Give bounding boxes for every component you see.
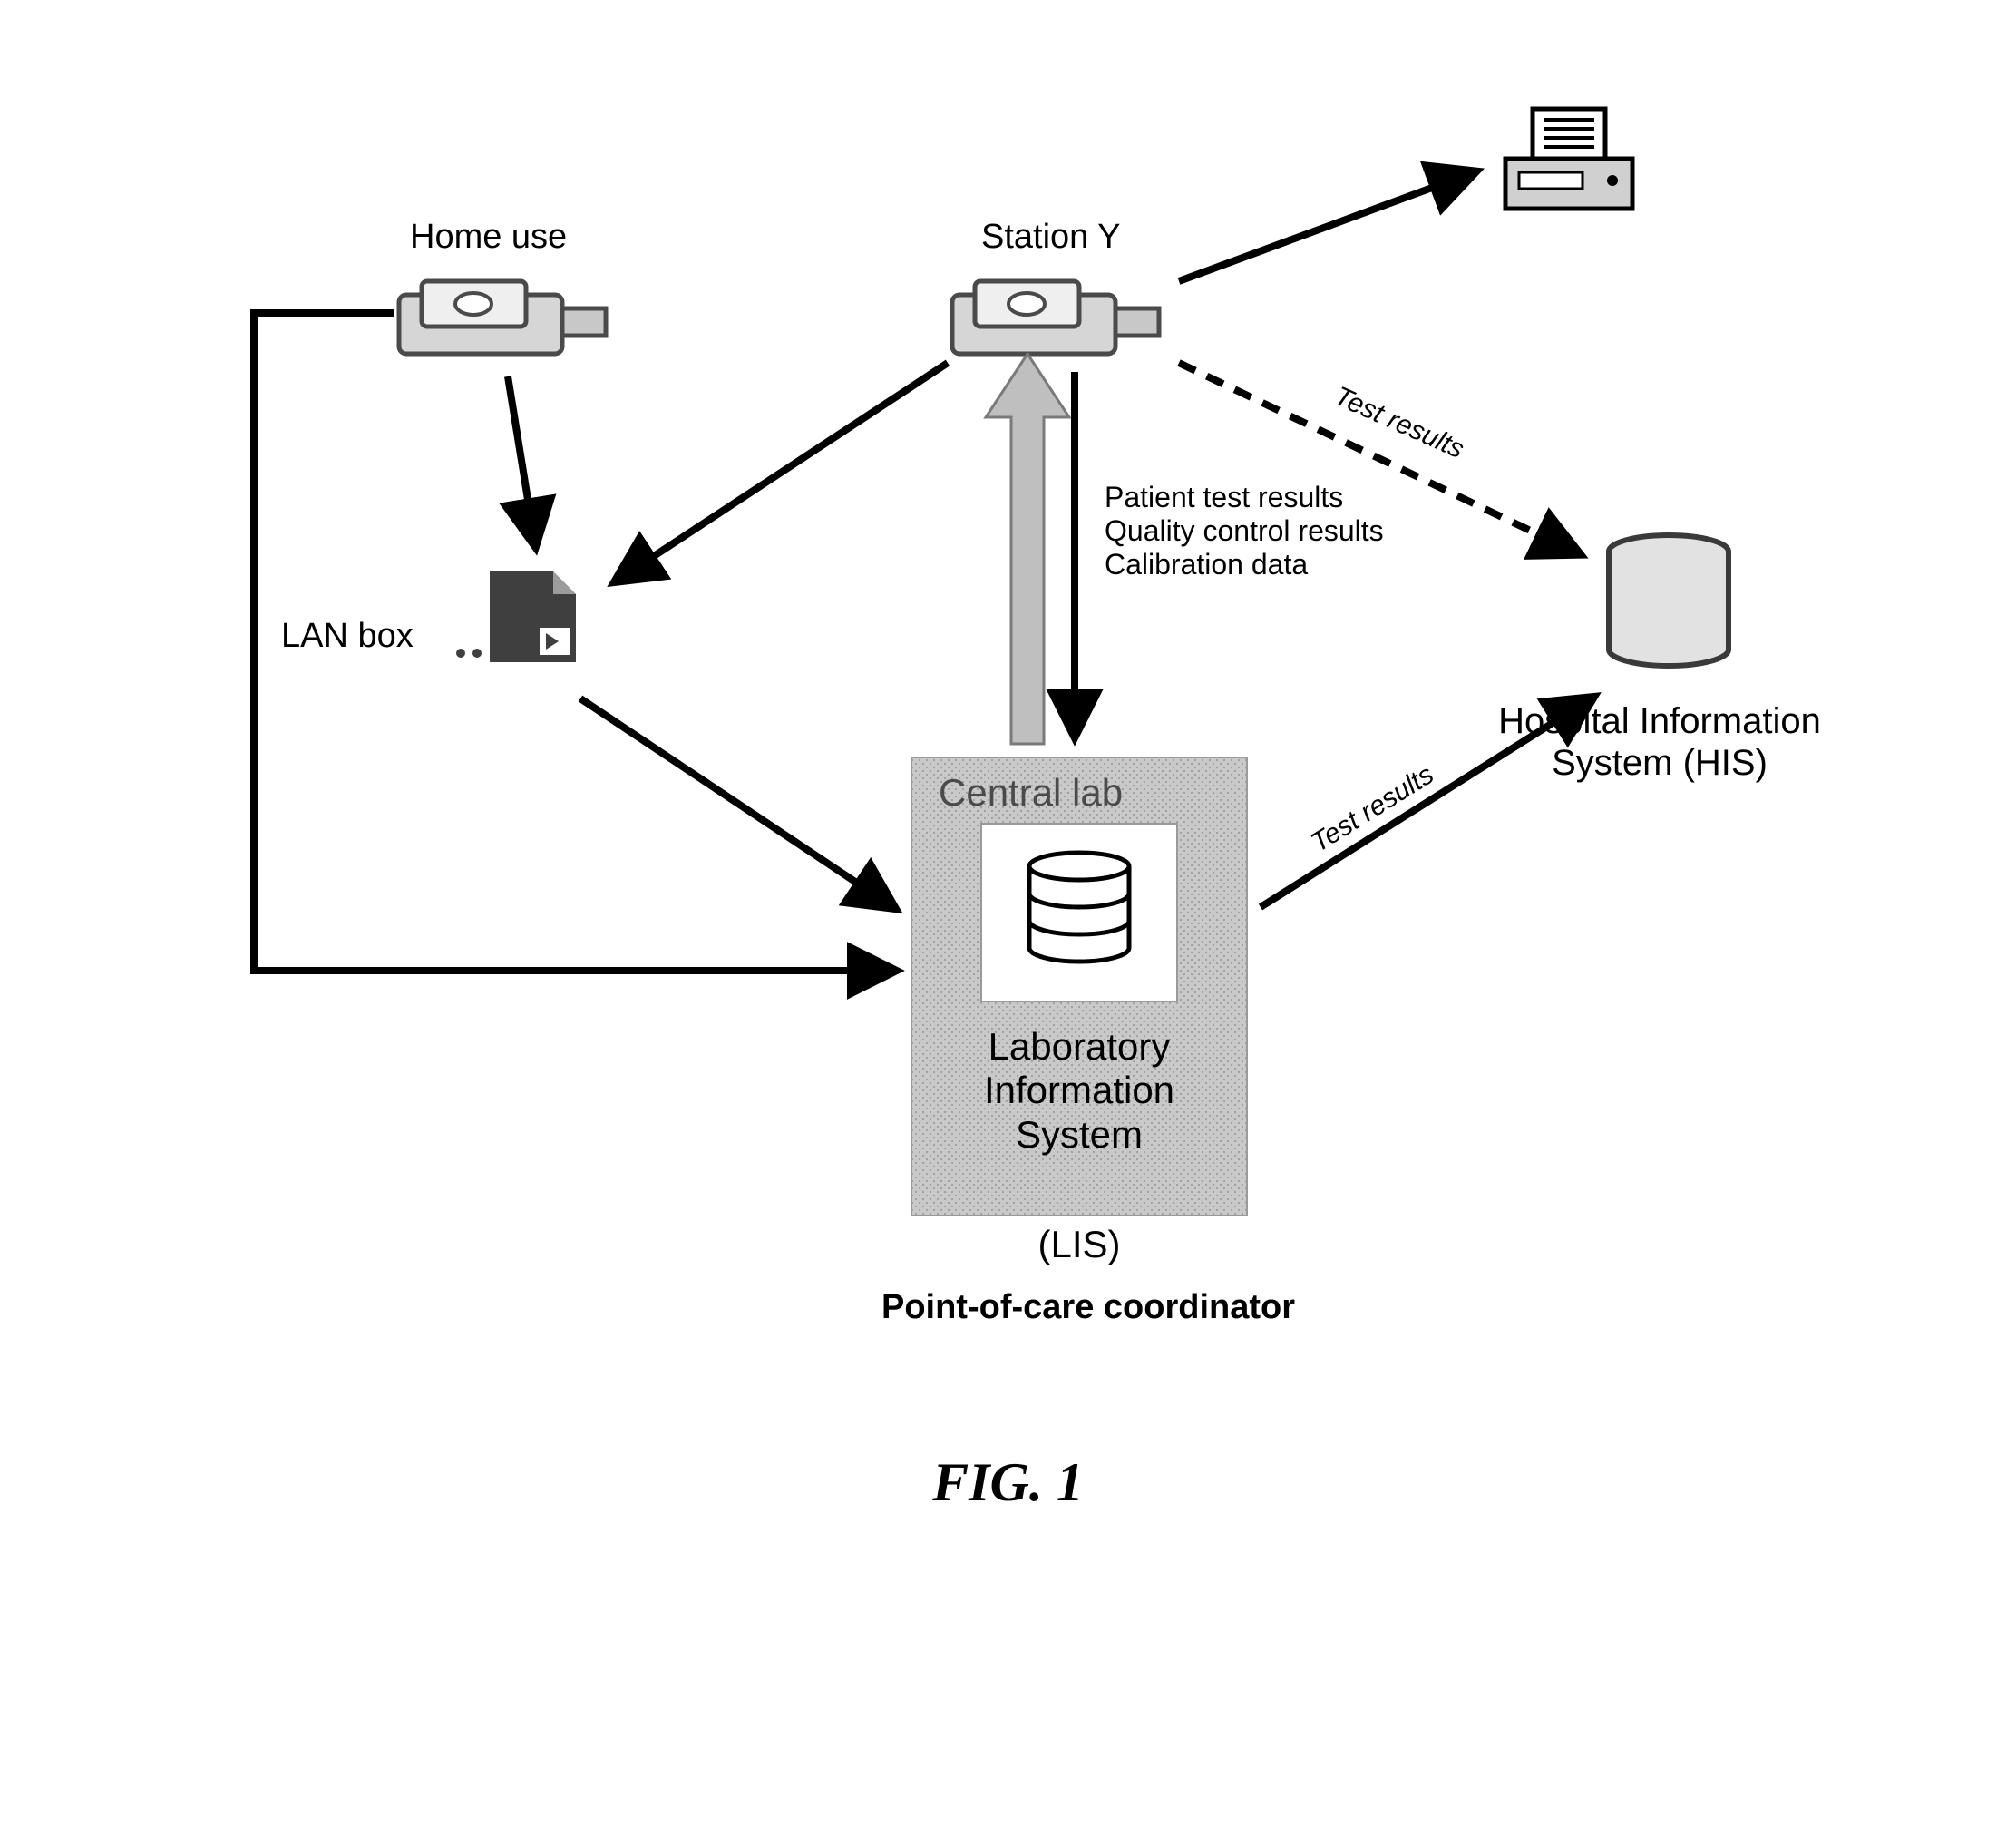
figure-caption: FIG. 1 <box>0 1451 2016 1514</box>
arrow-station-to-printer <box>1179 172 1474 281</box>
diagram-svg <box>0 0 2016 1846</box>
home-use-label: Home use <box>410 218 567 258</box>
poc-coord-label: Point-of-care coordinator <box>771 1288 1406 1328</box>
figure-canvas: Home use Station Y LAN box Central lab L… <box>0 0 2016 1846</box>
arrow-station-to-file <box>617 363 948 581</box>
central-lab-label: Central lab <box>939 771 1123 815</box>
file-icon <box>456 571 576 662</box>
lis-inner-box <box>981 824 1177 1001</box>
lis-block-label: Laboratory Information System <box>916 1025 1242 1157</box>
lis-abbrev-label: (LIS) <box>916 1223 1242 1266</box>
his-database-icon <box>1609 535 1729 666</box>
his-block-label: Hospital Information System (HIS) <box>1442 700 1877 784</box>
lan-box-label: LAN box <box>281 617 414 657</box>
data-list-label: Patient test results Quality control res… <box>1105 481 1384 581</box>
station-y-label: Station Y <box>981 218 1121 258</box>
arrow-home-to-file <box>508 376 535 544</box>
arrow-file-to-lis <box>580 698 893 907</box>
home-device-icon <box>399 281 606 354</box>
printer-icon <box>1505 109 1632 209</box>
thick-arrow <box>986 354 1069 744</box>
station-device-icon <box>952 281 1159 354</box>
